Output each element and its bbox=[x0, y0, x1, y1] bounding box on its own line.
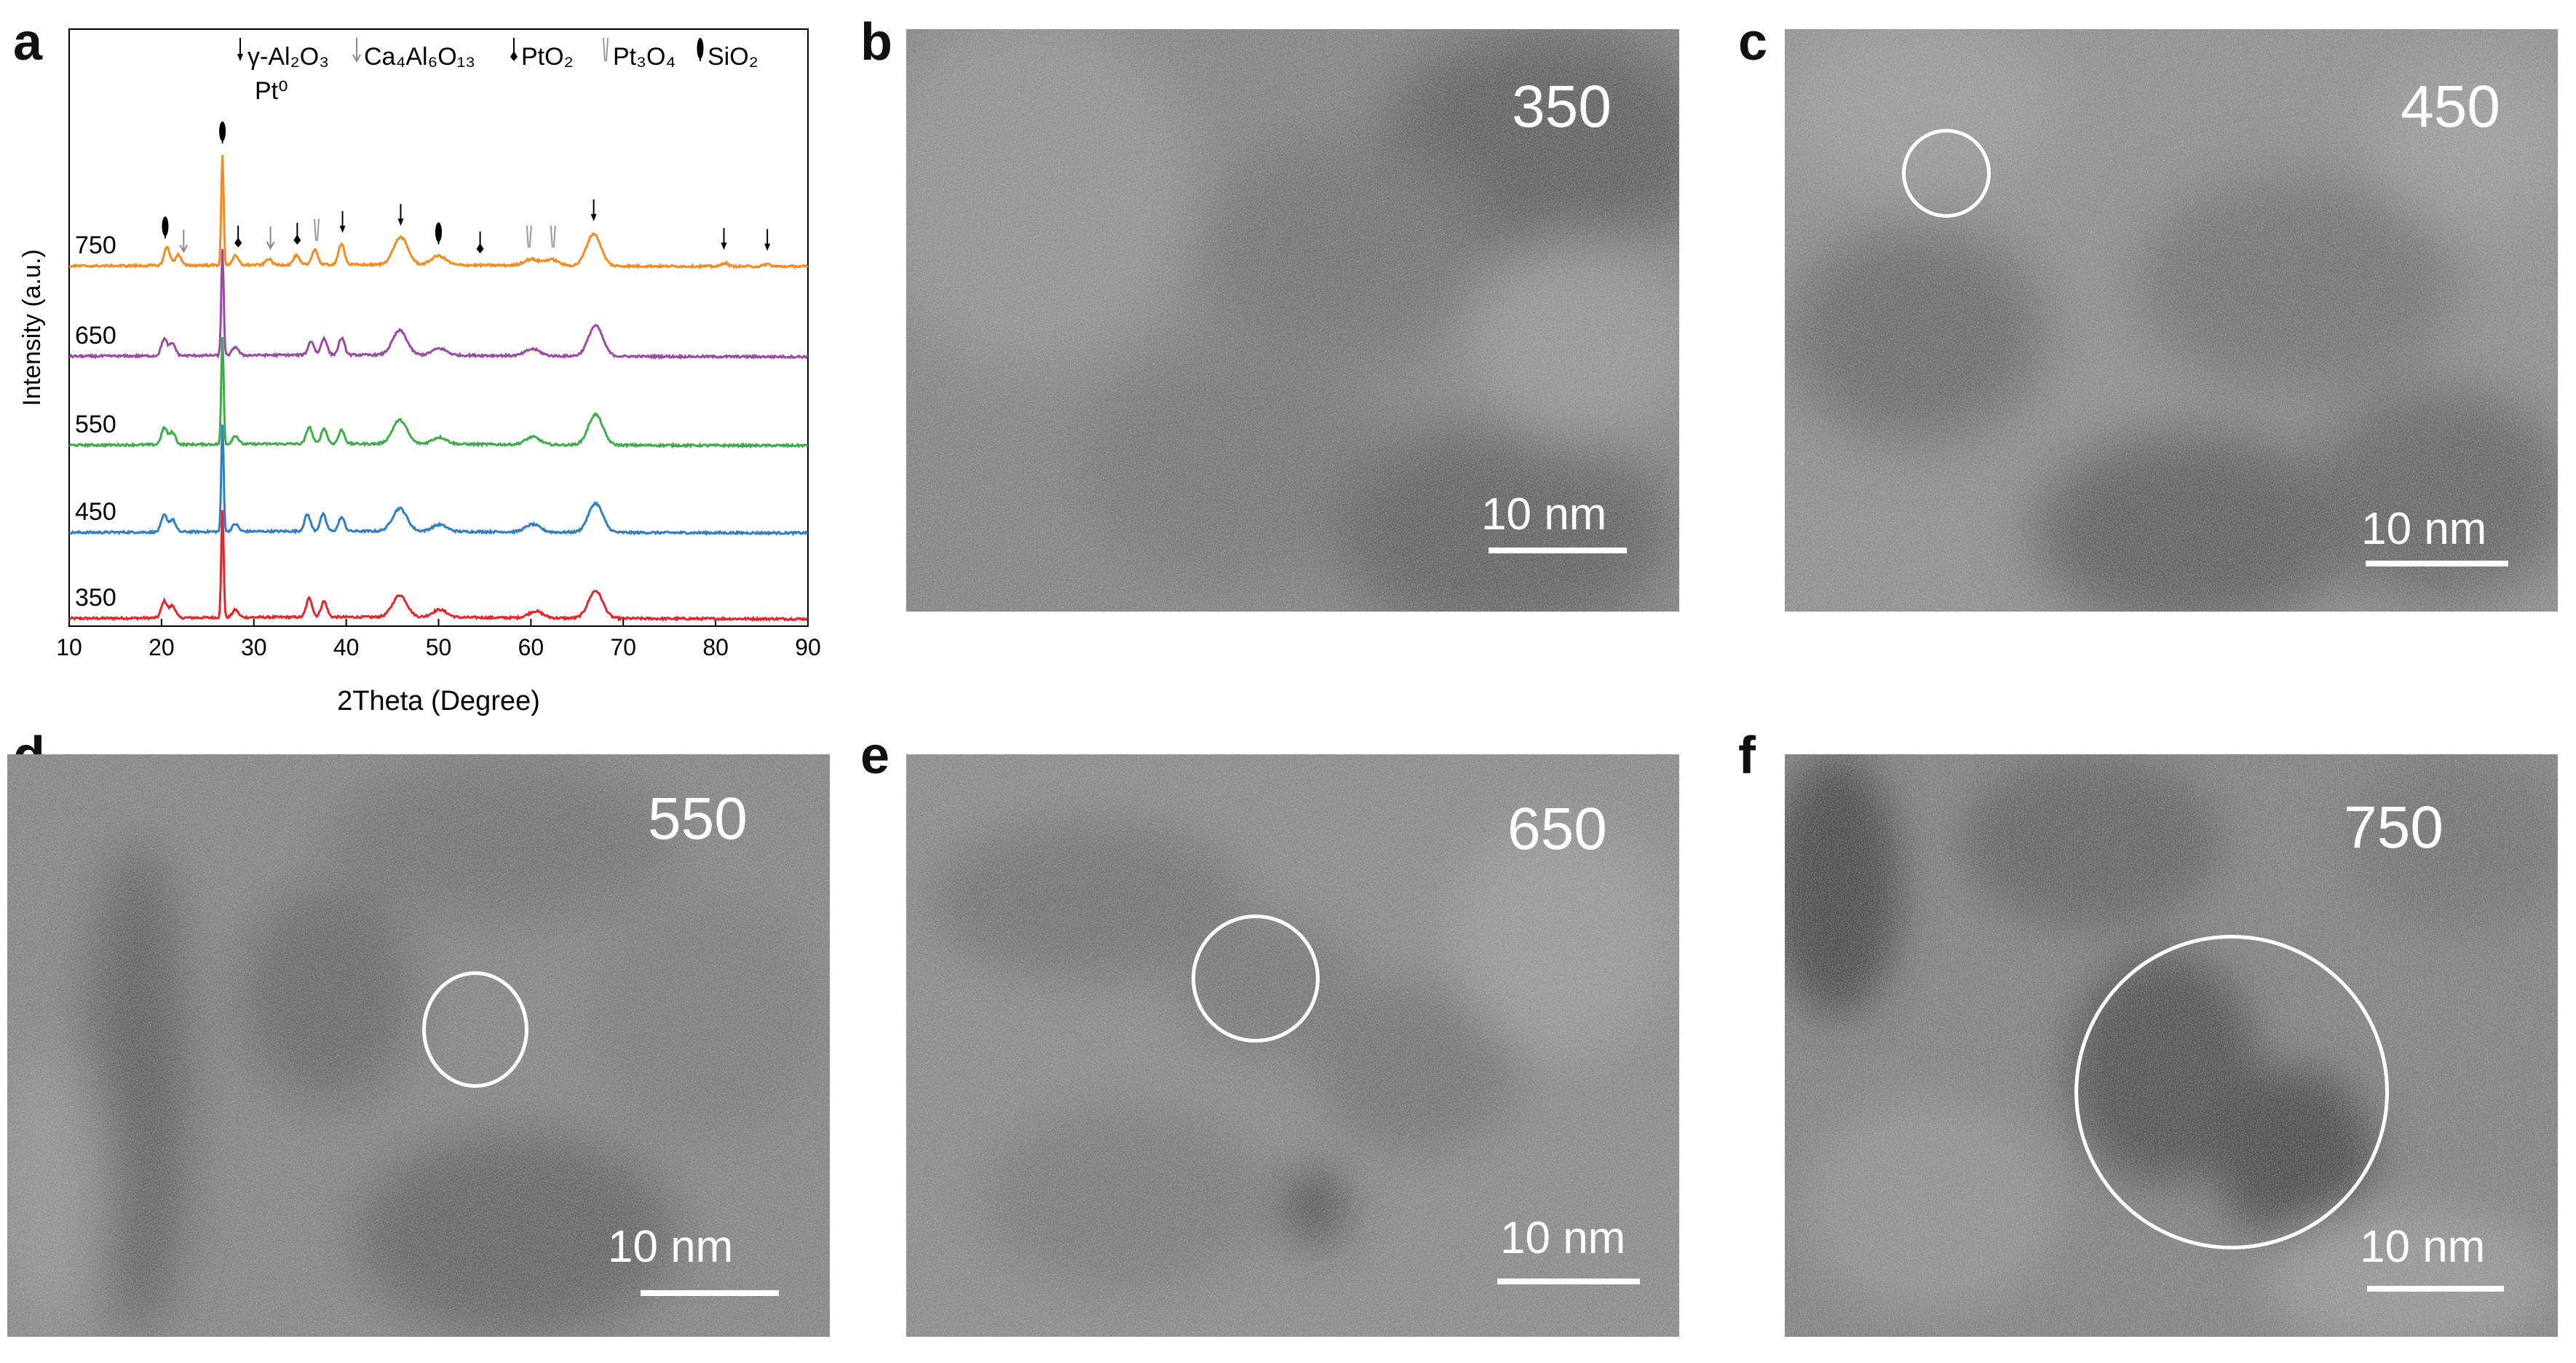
x-tick-label: 30 bbox=[241, 634, 267, 660]
scale-bar-label: 10 nm bbox=[608, 1222, 734, 1272]
tem-image-f: 750 10 nm bbox=[1785, 754, 2558, 1337]
legend-label-1: Ca₄Al₆O₁₃ bbox=[364, 43, 475, 71]
tem-texture bbox=[906, 29, 1679, 612]
tem-image-c: 450 10 nm bbox=[1785, 29, 2558, 612]
plot-frame bbox=[68, 28, 809, 627]
scale-bar bbox=[641, 1290, 779, 1296]
tem-texture bbox=[7, 754, 830, 1337]
tem-image-d: 550 10 nm bbox=[7, 754, 830, 1337]
double-line-arrow-marker bbox=[314, 218, 320, 241]
legend-label-3: Pt₃O₄ bbox=[613, 43, 675, 71]
temperature-label: 450 bbox=[2401, 74, 2500, 140]
y-axis-label: Intensity (a.u.) bbox=[18, 249, 46, 406]
tem-texture bbox=[1785, 29, 2558, 612]
highlight-circle bbox=[422, 971, 528, 1088]
narrow-filled-arrow-marker bbox=[397, 204, 404, 226]
legend-label-0: γ-Al₂O₃ bbox=[247, 43, 329, 71]
panel-letter-f: f bbox=[1738, 727, 1756, 785]
xrd-chart: 10 20 30 40 50 60 70 80 90 2Theta (Degree) Intensi… bbox=[18, 28, 821, 716]
legend-label-pt0: Pt⁰ bbox=[255, 77, 288, 105]
temperature-label: 350 bbox=[1512, 74, 1612, 140]
tem-texture bbox=[906, 754, 1679, 1337]
panel-letter-e: e bbox=[860, 727, 890, 785]
series-label-550: 550 bbox=[75, 411, 116, 438]
scale-bar-label: 10 nm bbox=[2360, 1222, 2486, 1272]
highlight-circle bbox=[1192, 914, 1320, 1043]
series-line-450 bbox=[68, 424, 809, 537]
narrow-filled-arrow-marker bbox=[721, 228, 727, 250]
x-tick-label: 40 bbox=[333, 634, 360, 660]
x-tick-label: 50 bbox=[426, 634, 452, 660]
tem-image-e: 650 10 nm bbox=[906, 754, 1679, 1337]
series-label-650: 650 bbox=[75, 322, 116, 349]
narrow-filled-arrow-marker bbox=[590, 199, 597, 221]
double-line-arrow-marker bbox=[603, 37, 609, 62]
highlight-circle bbox=[1902, 129, 1991, 218]
open-arrow-marker bbox=[352, 38, 361, 63]
narrow-filled-arrow-marker bbox=[237, 38, 243, 61]
legend-label-4: SiO₂ bbox=[708, 43, 758, 71]
series-line-750 bbox=[68, 154, 809, 269]
temperature-label: 750 bbox=[2344, 794, 2444, 861]
scale-bar bbox=[2366, 561, 2508, 566]
panel-letter-c: c bbox=[1738, 13, 1768, 71]
drop-arrow-marker bbox=[697, 38, 704, 61]
series-line-650 bbox=[68, 248, 809, 360]
panel-letter-b: b bbox=[860, 13, 892, 71]
x-tick-label: 70 bbox=[610, 634, 636, 660]
narrow-filled-arrow-marker bbox=[339, 211, 346, 234]
highlight-circle bbox=[2074, 935, 2389, 1249]
drop-arrow-marker bbox=[219, 121, 226, 143]
x-tick-label: 10 bbox=[56, 634, 82, 660]
diamond-arrow-marker bbox=[510, 38, 518, 61]
x-axis-label: 2Theta (Degree) bbox=[337, 686, 540, 716]
x-tick-label: 60 bbox=[518, 634, 544, 660]
double-line-arrow-marker bbox=[550, 225, 556, 248]
scale-bar bbox=[1489, 548, 1627, 553]
tem-image-b: 350 10 nm bbox=[906, 29, 1679, 612]
temperature-label: 650 bbox=[1507, 796, 1607, 862]
drop-arrow-marker bbox=[162, 216, 169, 239]
series-label-750: 750 bbox=[75, 232, 116, 259]
series-line-550 bbox=[68, 336, 809, 449]
temperature-label: 550 bbox=[648, 786, 748, 852]
scale-bar-label: 10 nm bbox=[2361, 504, 2487, 554]
diamond-arrow-marker bbox=[476, 232, 484, 253]
x-tick-label: 20 bbox=[148, 634, 175, 660]
x-tick-label: 90 bbox=[795, 634, 821, 660]
drop-arrow-marker bbox=[435, 222, 442, 245]
scale-bar-label: 10 nm bbox=[1481, 489, 1607, 540]
legend-label-2: PtO₂ bbox=[521, 43, 574, 71]
open-arrow-marker bbox=[266, 226, 275, 250]
x-tick-label: 80 bbox=[702, 634, 729, 660]
narrow-filled-arrow-marker bbox=[764, 229, 771, 251]
series-label-350: 350 bbox=[75, 584, 116, 612]
scale-bar bbox=[2367, 1286, 2504, 1292]
double-line-arrow-marker bbox=[526, 225, 532, 248]
scale-bar-label: 10 nm bbox=[1500, 1213, 1626, 1263]
diamond-arrow-marker bbox=[293, 223, 301, 245]
panel-letter-a: a bbox=[13, 13, 43, 71]
diamond-arrow-marker bbox=[234, 225, 242, 248]
open-arrow-marker bbox=[179, 229, 189, 253]
scale-bar bbox=[1497, 1279, 1640, 1284]
series-label-450: 450 bbox=[75, 498, 116, 526]
series-line-350 bbox=[68, 510, 809, 623]
